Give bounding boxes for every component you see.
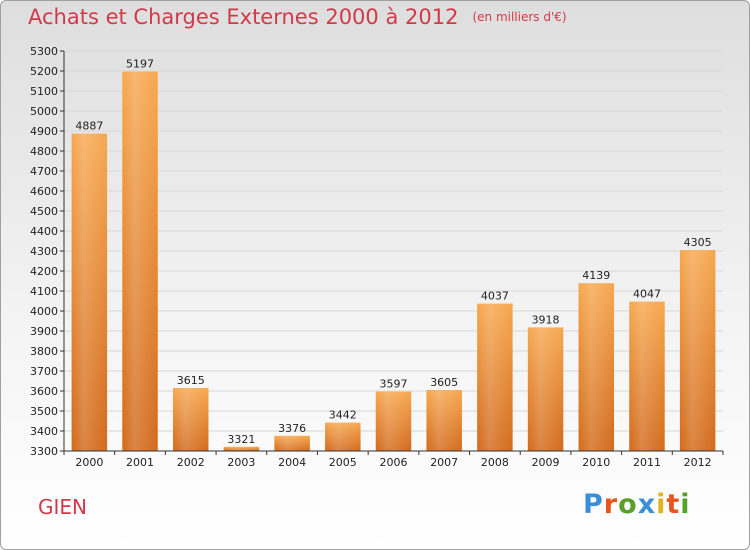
x-tick-label: 2010 [582, 456, 610, 469]
x-tick-label: 2005 [329, 456, 357, 469]
y-tick-label: 4900 [30, 125, 58, 138]
bar-shine [71, 133, 108, 451]
logo-letter: r [603, 489, 619, 520]
bar-value-label: 3321 [227, 433, 255, 446]
bar-shine [629, 301, 665, 451]
logo-letter: o [618, 489, 638, 520]
x-tick-label: 2007 [430, 456, 458, 469]
bar-value-label: 4139 [582, 269, 610, 282]
y-tick-label: 3400 [30, 425, 58, 438]
y-tick-label: 4800 [30, 145, 58, 158]
y-tick-label: 4300 [30, 245, 58, 258]
x-tick-label: 2009 [532, 456, 560, 469]
logo-letter: x [637, 489, 657, 520]
bar-value-label: 3918 [532, 313, 560, 326]
bar-shine [426, 390, 462, 451]
logo-letter: t [666, 489, 681, 520]
bar-shine [223, 446, 260, 451]
y-tick-label: 3900 [30, 325, 58, 338]
bar-value-label: 4047 [633, 288, 661, 301]
y-tick-label: 3300 [30, 445, 58, 458]
y-tick-label: 3600 [30, 385, 58, 398]
bar-shine [172, 388, 209, 451]
y-tick-label: 4000 [30, 305, 58, 318]
y-tick-label: 3500 [30, 405, 58, 418]
bar-shine [477, 303, 513, 451]
bar-shine [122, 71, 158, 451]
x-tick-label: 2000 [75, 456, 103, 469]
bar-shine [679, 250, 716, 451]
x-axis-ticks: 2000 2001 2002 2003 2004 2005 2006 2007 2008 2009… [63, 451, 724, 469]
bar-value-label: 3597 [380, 378, 408, 391]
logo-letter: P [583, 489, 604, 520]
bar-value-label: 3442 [329, 409, 357, 422]
y-tick-label: 4400 [30, 225, 58, 238]
bar-shine [325, 422, 361, 451]
y-tick-label: 4100 [30, 285, 58, 298]
proxiti-logo: Proxiti [583, 489, 691, 520]
bar-value-labels: 4887 5197 3615 3321 3376 3442 3597 3605 4037 3918… [75, 58, 711, 446]
y-tick-label: 4200 [30, 265, 58, 278]
bar-value-label: 3615 [177, 374, 205, 387]
y-axis-ticks: 3300 3400 3500 3600 3700 3800 3900 4000 4100 4200… [30, 45, 64, 458]
bar-value-label: 4305 [684, 236, 712, 249]
bar-value-label: 4037 [481, 290, 509, 303]
y-tick-label: 5300 [30, 45, 58, 58]
bar-shine [375, 391, 412, 451]
x-tick-label: 2008 [481, 456, 509, 469]
bar-value-label: 3376 [278, 422, 306, 435]
bar-shine [578, 283, 615, 451]
logo-letter: i [680, 489, 691, 520]
bar-shine [274, 435, 310, 451]
bar-shine [527, 327, 564, 451]
x-tick-label: 2002 [177, 456, 205, 469]
logo-letter: i [656, 489, 667, 520]
y-tick-label: 4500 [30, 205, 58, 218]
y-tick-label: 3700 [30, 365, 58, 378]
x-tick-label: 2011 [633, 456, 661, 469]
city-name: GIEN [38, 495, 87, 519]
x-tick-label: 2001 [126, 456, 154, 469]
y-tick-label: 5200 [30, 65, 58, 78]
y-tick-label: 3800 [30, 345, 58, 358]
bar-value-label: 4887 [75, 120, 103, 133]
chart-title-text: Achats et Charges Externes 2000 à 2012 [28, 5, 459, 29]
axes [63, 51, 723, 452]
x-tick-label: 2004 [278, 456, 306, 469]
chart-title: Achats et Charges Externes 2000 à 2012 (e… [28, 5, 567, 29]
x-tick-label: 2003 [227, 456, 255, 469]
x-tick-label: 2012 [684, 456, 712, 469]
x-tick-label: 2006 [380, 456, 408, 469]
y-tick-label: 5000 [30, 105, 58, 118]
y-tick-label: 4700 [30, 165, 58, 178]
bars [71, 71, 716, 451]
y-tick-label: 4600 [30, 185, 58, 198]
y-tick-label: 5100 [30, 85, 58, 98]
grid-lines [64, 50, 723, 452]
chart-unit: (en milliers d'€) [472, 10, 567, 24]
bar-value-label: 3605 [430, 376, 458, 389]
bar-value-label: 5197 [126, 58, 154, 71]
